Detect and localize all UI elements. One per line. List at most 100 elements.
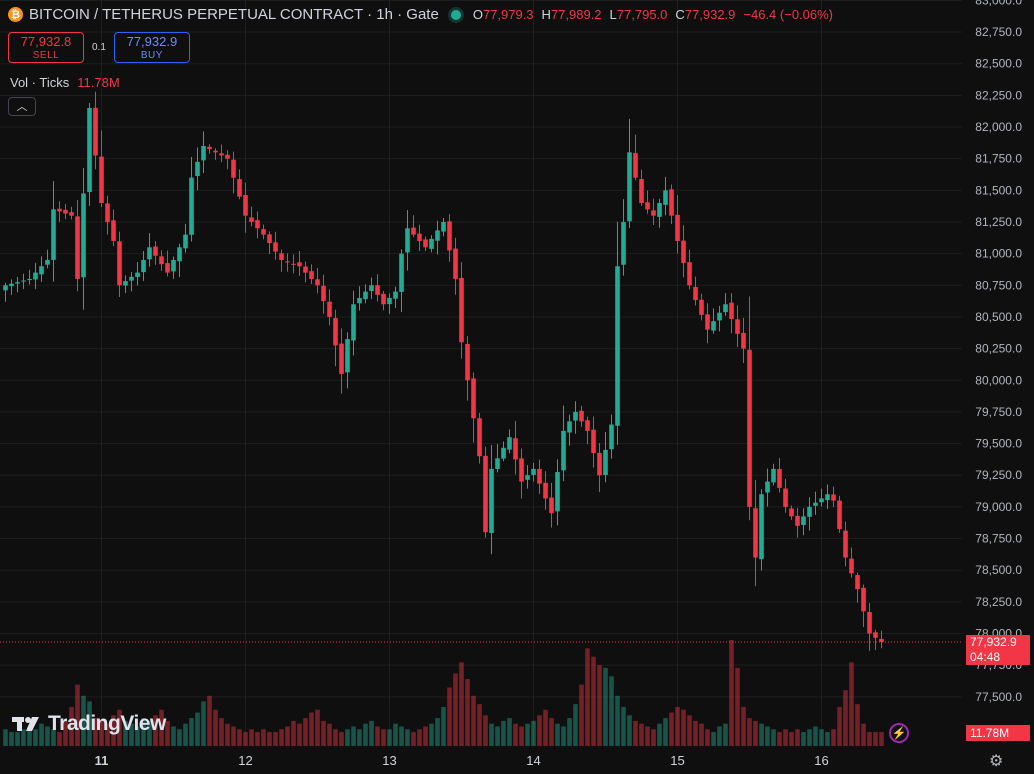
candle [759,489,764,571]
volume-bar [45,726,50,746]
volume-bar [99,720,104,746]
candle [111,209,116,247]
candle [879,630,884,649]
candle [327,289,332,326]
candle-body [441,221,446,232]
time-axis[interactable]: 11 12 13 14 15 16 [95,753,829,768]
candle-body [57,208,62,212]
price-tick-label: 82,750.0 [975,25,1022,39]
volume-bar [501,720,506,746]
candle-body [165,263,170,273]
candle [297,251,302,276]
candle-body [423,239,428,248]
volume-bar [327,723,332,746]
buy-button[interactable]: 77,932.9 BUY [113,32,190,63]
candle-body [123,281,128,286]
candle [339,328,344,394]
volume-bar [39,723,44,746]
candle [261,224,266,240]
candle [123,275,128,294]
candle-body [777,469,782,488]
volume-bar [375,726,380,746]
candle-body [129,276,134,281]
volume-bar [459,662,464,746]
candle-body [279,253,284,260]
volume-bar [405,729,410,746]
volume-bar [303,718,308,746]
sell-price: 77,932.8 [20,34,72,49]
candle-body [657,202,662,217]
price-tick-label: 81,500.0 [975,183,1022,197]
volume-bar [843,690,848,746]
volume-tag: 11.78M [966,725,1030,741]
volume-bar [267,732,272,746]
symbol-title[interactable]: BITCOIN / TETHERUS PERPETUAL CONTRACT · … [29,6,439,23]
candle-body [819,498,824,503]
volume-bar [315,709,320,746]
volume-bar [189,718,194,746]
price-tick-label: 79,250.0 [975,468,1022,482]
volume-bar [531,720,536,746]
candle-body [351,304,356,341]
candle-body [603,449,608,475]
lightning-icon[interactable]: ⚡ [889,723,909,743]
market-open-icon [450,9,461,20]
candle [27,269,32,285]
volume-bar [93,718,98,746]
volume-bar [321,720,326,746]
volume-bar [735,667,740,746]
candle [873,629,878,650]
tradingview-watermark[interactable]: TradingView [12,712,166,736]
volume-bar [627,715,632,746]
candle-body [621,221,626,265]
volume-bar [711,732,716,746]
volume-bar [291,720,296,746]
candle-body [375,285,380,295]
volume-bar [819,729,824,746]
volume-bar [351,726,356,746]
price-axis[interactable]: 77,500.077,750.078,000.078,250.078,500.0… [975,0,1022,704]
candle [711,308,716,334]
candle-body [417,233,422,241]
candle-body [639,179,644,203]
candle [393,286,398,309]
volume-bar [639,723,644,746]
candle [591,416,596,468]
volume-bar [567,718,572,746]
candle [735,305,740,347]
candle [447,214,452,262]
high-value: 77,989.2 [550,7,602,22]
candle-body [27,278,32,281]
candle-body [759,494,764,560]
volume-bar [27,726,32,746]
candle [33,262,38,290]
candle [687,249,692,290]
collapse-legend-button[interactable]: ︿ [8,97,36,116]
candle-body [501,447,506,459]
price-tick-label: 81,250.0 [975,215,1022,229]
candle [357,286,362,311]
candle [141,250,146,281]
candle-body [213,150,218,153]
candle-body [63,209,68,214]
volume-bar [789,732,794,746]
gear-icon[interactable]: ⚙ [989,753,1004,770]
volume-legend[interactable]: Vol · Ticks 11.78M [10,75,120,90]
volume-bar [783,729,788,746]
volume-bar [399,726,404,746]
candle [39,256,44,282]
candle [459,262,464,359]
volume-bar [177,729,182,746]
candle-body [81,193,86,278]
candle-body [399,253,404,292]
candle-body [873,632,878,638]
close-label: C [675,7,685,22]
volume-bar [135,726,140,746]
sell-button[interactable]: 77,932.8 SELL [8,32,84,63]
volume-bar [621,706,626,746]
candle-body [459,277,464,343]
ohlc-legend: O77,979.3 H77,989.2 L77,795.0 C77,932.9 … [473,7,833,22]
candle [99,130,104,207]
candle-body [783,488,788,507]
